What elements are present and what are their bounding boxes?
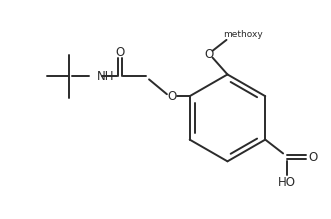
Text: O: O [308,151,317,164]
Text: O: O [167,90,176,103]
Text: O: O [204,48,213,61]
Text: methoxy: methoxy [223,30,263,39]
Text: O: O [116,46,125,59]
Text: HO: HO [278,176,296,189]
Text: NH: NH [96,70,114,83]
